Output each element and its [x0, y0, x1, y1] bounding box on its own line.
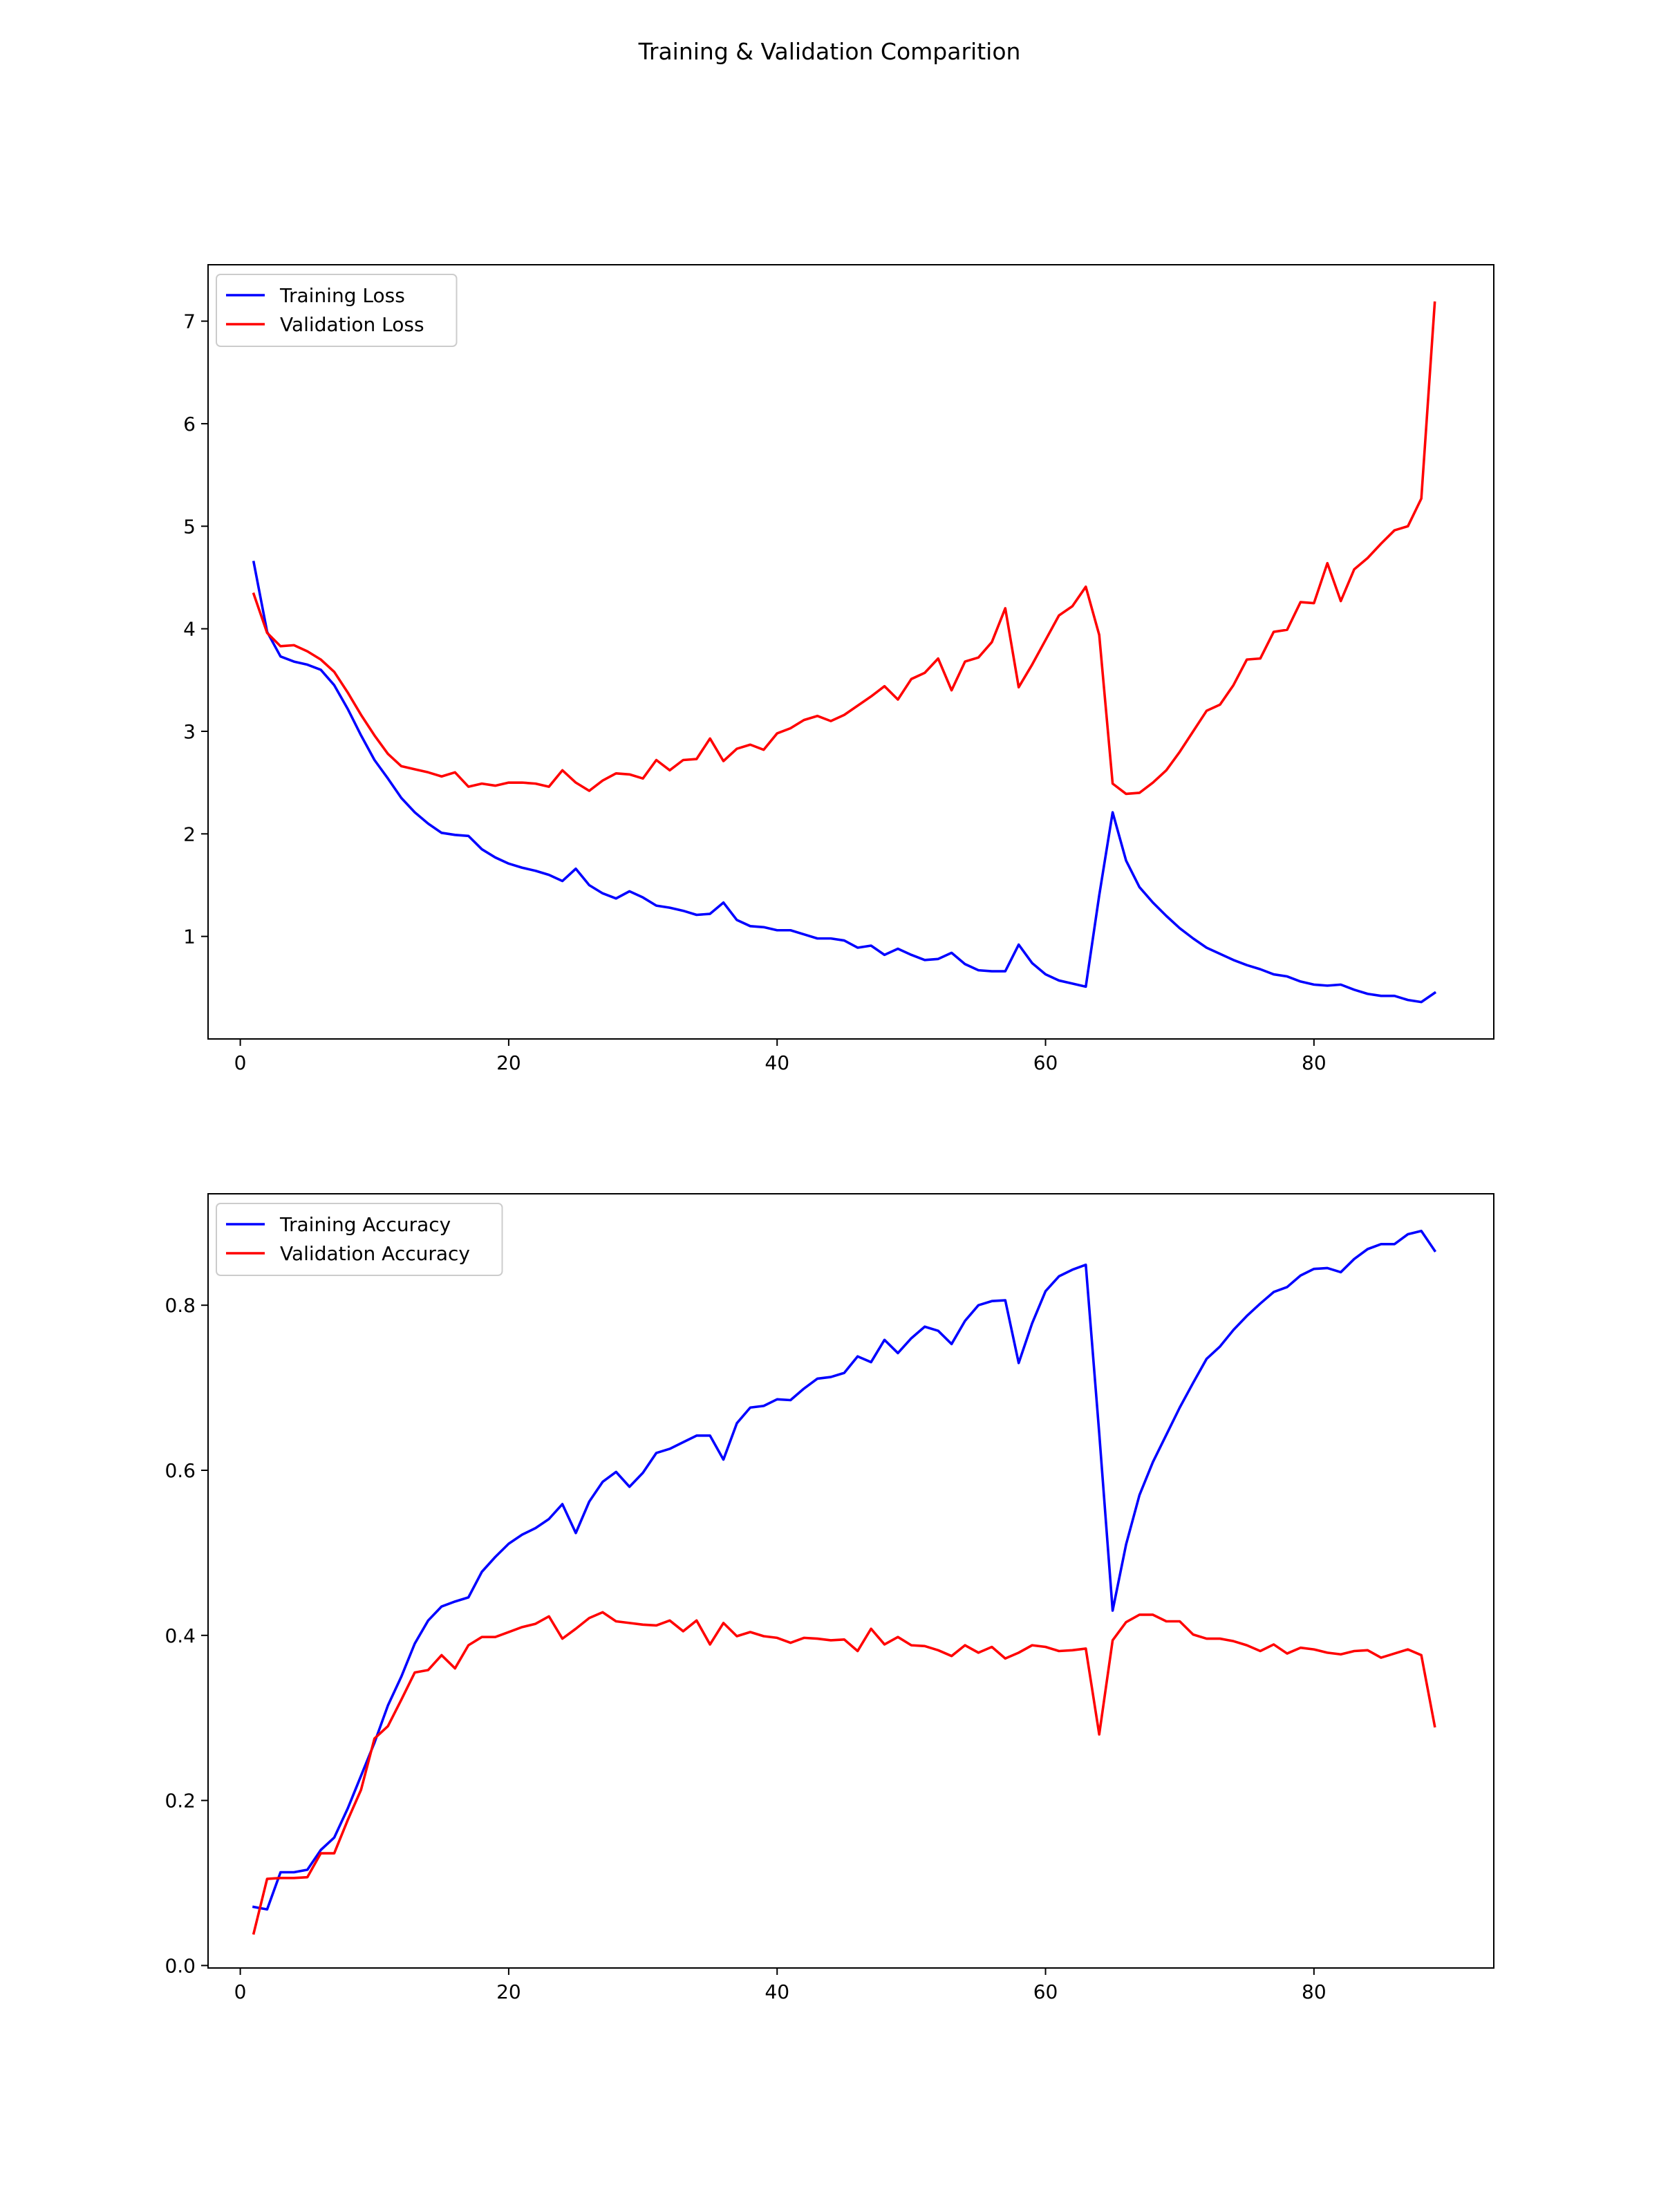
loss-ytick-label: 6 — [183, 413, 196, 435]
accuracy-ytick-label: 0.0 — [165, 1954, 196, 1977]
loss-ytick-label: 4 — [183, 618, 196, 641]
figure-title: Training & Validation Comparition — [638, 38, 1021, 65]
loss-ytick-label: 2 — [183, 823, 196, 845]
accuracy-ytick-label: 0.8 — [165, 1294, 196, 1317]
accuracy-subplot: 0 20 40 60 80 0.0 0.2 0.4 0.6 0.8 Training Accurac… — [165, 1193, 1494, 2003]
loss-series-line-0 — [252, 561, 1437, 1004]
loss-xtick-label: 60 — [1033, 1051, 1058, 1074]
loss-legend-label-1: Validation Loss — [280, 313, 424, 336]
accuracy-xtick-label: 20 — [496, 1980, 521, 2003]
accuracy-series-line-0 — [252, 1229, 1437, 1911]
accuracy-legend-label-1: Validation Accuracy — [280, 1242, 470, 1265]
accuracy-series-line-1 — [252, 1611, 1436, 1936]
accuracy-legend-box — [216, 1203, 503, 1276]
accuracy-legend-label-0: Training Accuracy — [279, 1213, 451, 1236]
accuracy-axes-frame — [207, 1193, 1494, 1969]
loss-xtick-label: 40 — [765, 1051, 789, 1074]
accuracy-legend: Training Accuracy Validation Accuracy — [216, 1203, 503, 1276]
loss-ytick-label: 7 — [183, 310, 196, 333]
loss-xtick-label: 80 — [1302, 1051, 1327, 1074]
loss-legend-label-0: Training Loss — [279, 284, 405, 307]
loss-ytick-label: 3 — [183, 720, 196, 743]
loss-subplot: 0 20 40 60 80 1 2 3 4 5 6 7 Training Loss Validation … — [183, 264, 1494, 1074]
accuracy-xtick-label: 0 — [234, 1980, 247, 2003]
accuracy-ytick-label: 0.2 — [165, 1790, 196, 1812]
accuracy-xtick-label: 60 — [1033, 1980, 1058, 2003]
loss-axes-frame — [207, 264, 1494, 1040]
accuracy-ytick-label: 0.6 — [165, 1459, 196, 1482]
accuracy-xtick-label: 80 — [1302, 1980, 1327, 2003]
loss-xtick-label: 20 — [496, 1051, 521, 1074]
loss-xtick-label: 0 — [234, 1051, 247, 1074]
accuracy-xtick-label: 40 — [765, 1980, 789, 2003]
loss-ytick-label: 5 — [183, 515, 196, 538]
loss-ytick-label: 1 — [183, 926, 196, 948]
accuracy-ytick-label: 0.4 — [165, 1624, 196, 1647]
loss-legend-box — [216, 274, 458, 347]
loss-legend: Training Loss Validation Loss — [216, 274, 458, 347]
loss-series-line-1 — [252, 301, 1436, 796]
